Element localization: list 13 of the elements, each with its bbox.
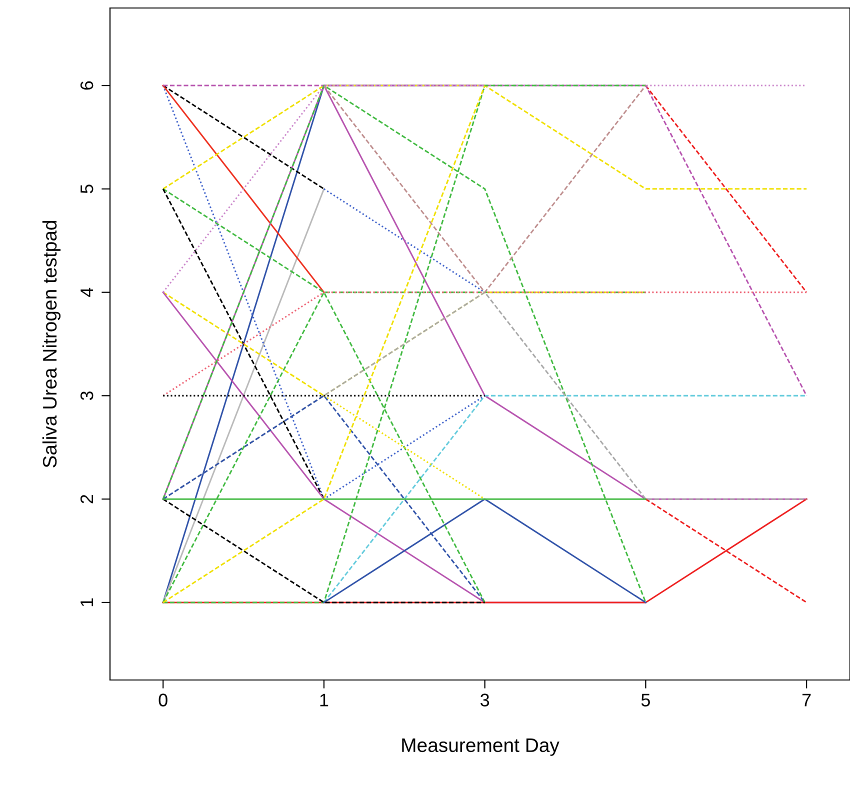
y-tick-label: 1 [80, 598, 94, 606]
x-axis-title: Measurement Day [402, 738, 560, 756]
y-tick-label: 4 [80, 288, 94, 297]
y-tick-label: 6 [80, 81, 94, 90]
x-tick-label: 0 [158, 694, 168, 706]
x-tick-label: 3 [480, 694, 490, 706]
x-tick-label: 7 [802, 694, 811, 706]
y-axis-title: Saliva Urea Nitrogen testpad [42, 220, 61, 468]
x-tick-label: 5 [641, 694, 650, 706]
x-tick-label: 1 [320, 694, 328, 706]
y-tick-label: 5 [80, 184, 94, 194]
y-tick-label: 3 [80, 391, 94, 400]
y-tick-label: 2 [80, 494, 94, 504]
